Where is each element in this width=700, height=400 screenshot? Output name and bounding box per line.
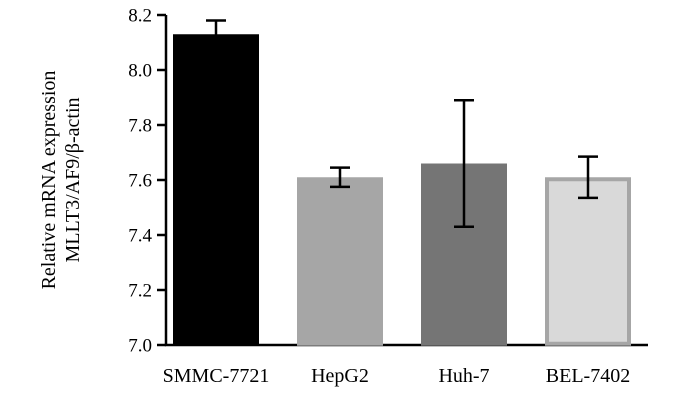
category-label: SMMC-7721 (163, 365, 270, 387)
y-tick-label: 8.0 (128, 61, 152, 82)
error-bars (206, 19, 598, 228)
y-axis-title: Relative mRNA expression MLLT3/AF9/β-acti… (38, 71, 84, 290)
error-bar-huh-7 (454, 99, 474, 228)
category-label: Huh-7 (438, 365, 489, 387)
y-tick-label: 8.2 (128, 6, 152, 27)
y-tick-label: 7.4 (128, 226, 152, 247)
category-label: BEL-7402 (546, 365, 630, 387)
y-axis: 7.0 7.2 7.4 7.6 7.8 8.0 8.2 (128, 6, 168, 357)
error-bar-smmc-7721 (206, 19, 226, 50)
y-tick-label: 7.0 (128, 336, 152, 357)
error-bar-hepg2 (330, 166, 350, 189)
y-tick-label: 7.8 (128, 116, 152, 137)
bar-series (173, 34, 631, 346)
y-tick-label: 7.6 (128, 171, 152, 192)
category-label: HepG2 (311, 365, 369, 387)
bar-smmc-7721 (173, 34, 259, 346)
y-tick-label: 7.2 (128, 281, 152, 302)
y-axis-title-line-2: MLLT3/AF9/β-actin (62, 98, 84, 263)
y-axis-title-line-1: Relative mRNA expression (38, 71, 60, 290)
category-labels: SMMC-7721 HepG2 Huh-7 BEL-7402 (163, 365, 631, 387)
bar-bel-7402 (545, 177, 631, 346)
error-bar-bel-7402 (578, 155, 598, 200)
bar-hepg2 (297, 177, 383, 346)
